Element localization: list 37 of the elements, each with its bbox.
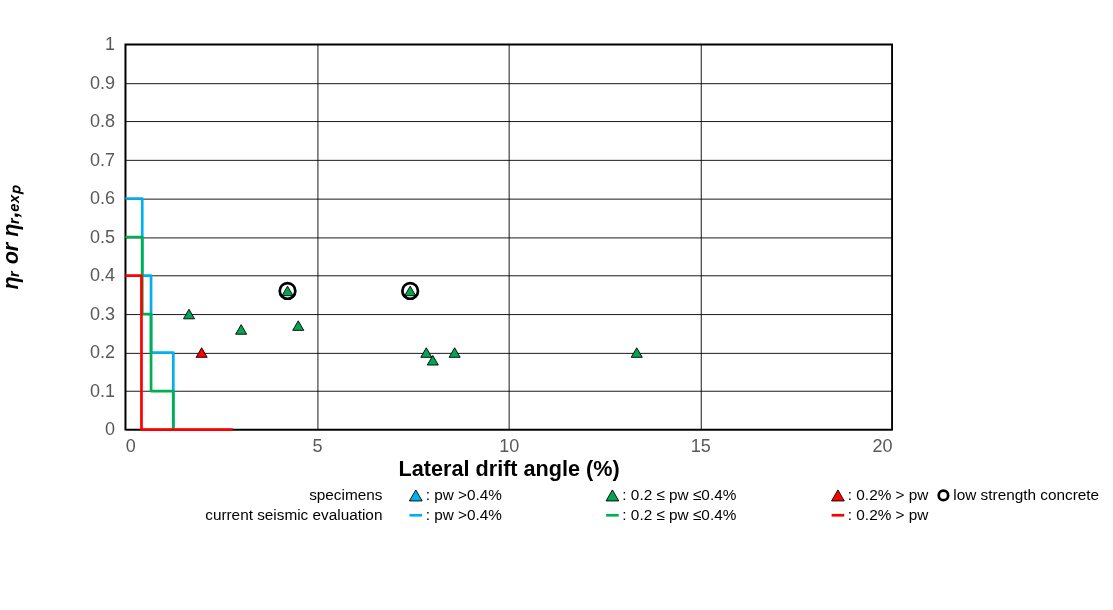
x-tick-label: 20 xyxy=(872,435,893,456)
point xyxy=(630,347,643,358)
y-tick-label: 1 xyxy=(104,34,115,55)
legend-label: : pw >0.4% xyxy=(425,485,503,503)
point xyxy=(195,347,208,358)
y-tick-label: 0.9 xyxy=(89,72,115,93)
text: specimens xyxy=(309,485,383,503)
y-axis-title: ηᵣ or ηᵣ,ₑₓₚ xyxy=(0,184,25,290)
y-tick-label: 0.1 xyxy=(89,380,115,401)
y-tick-label: 0.6 xyxy=(89,188,115,209)
point xyxy=(420,347,433,358)
x-tick-label: 5 xyxy=(312,435,323,456)
x-tick-label: 0 xyxy=(125,435,136,456)
x-tick-label: 10 xyxy=(499,435,520,456)
x-axis-title: Lateral drift angle (%) xyxy=(398,456,620,482)
y-tick-label: 0.7 xyxy=(89,149,115,170)
legend-label: : 0.2% > pw xyxy=(847,505,930,523)
point xyxy=(448,347,461,358)
legend-label: : 0.2 ≤ pw ≤0.4% xyxy=(622,485,737,503)
text: current seismic evaluation xyxy=(205,505,383,523)
legend-label: low strength concrete xyxy=(953,485,1100,503)
point xyxy=(401,281,420,301)
y-tick-label: 0.3 xyxy=(89,303,115,324)
point xyxy=(292,320,305,331)
y-tick-label: 0.8 xyxy=(89,111,115,132)
legend-label: : 0.2% > pw xyxy=(847,485,930,503)
legend-label: : 0.2 ≤ pw ≤0.4% xyxy=(622,505,737,523)
point xyxy=(426,355,439,366)
point xyxy=(278,281,297,301)
y-tick-label: 0.5 xyxy=(89,226,115,247)
y-tick-label: 0.4 xyxy=(89,265,115,286)
x-tick-label: 15 xyxy=(690,435,711,456)
y-tick-label: 0 xyxy=(104,419,115,440)
point xyxy=(235,324,248,335)
point xyxy=(183,308,195,320)
legend-label: : pw >0.4% xyxy=(425,505,503,523)
y-tick-label: 0.2 xyxy=(89,342,115,363)
